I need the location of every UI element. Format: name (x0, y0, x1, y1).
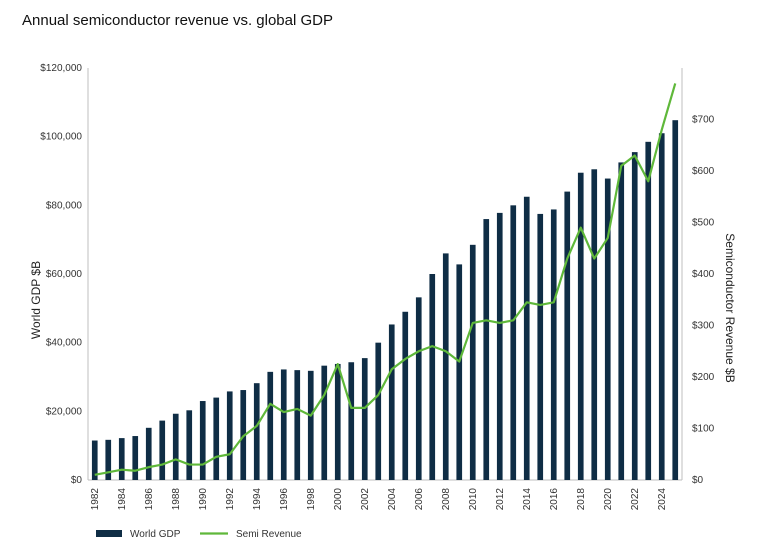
bar-world-gdp-1983 (105, 439, 112, 480)
bar-world-gdp-2015 (537, 213, 544, 481)
x-tick-label: 1982 (90, 488, 101, 511)
bar-world-gdp-1982 (91, 440, 98, 480)
legend-label-world-gdp: World GDP (130, 529, 181, 540)
y2-tick-label: $600 (692, 166, 715, 177)
x-tick-label: 2002 (360, 488, 371, 511)
y-tick-label: $40,000 (46, 338, 83, 349)
bar-world-gdp-2003 (375, 342, 382, 480)
bar-world-gdp-1994 (253, 383, 260, 480)
y-axis-label: World GDP $B (29, 261, 43, 339)
y2-axis-label: Semiconductor Revenue $B (723, 233, 737, 382)
x-tick-label: 2024 (657, 488, 668, 511)
x-tick-label: 1986 (144, 488, 155, 511)
bar-world-gdp-1986 (145, 427, 152, 480)
page-title: Annual semiconductor revenue vs. global … (22, 12, 334, 29)
bar-world-gdp-2008 (442, 253, 449, 480)
x-tick-label: 2012 (495, 488, 506, 511)
y-tick-label: $60,000 (46, 269, 83, 280)
bar-world-gdp-2021 (618, 162, 625, 481)
bar-world-gdp-2004 (388, 324, 395, 480)
y2-tick-label: $0 (692, 475, 704, 486)
y-tick-label: $20,000 (46, 406, 83, 417)
x-tick-label: 2004 (387, 488, 398, 511)
bar-world-gdp-1989 (186, 410, 193, 480)
bar-world-gdp-2006 (415, 297, 422, 480)
bar-world-gdp-2000 (334, 363, 341, 480)
x-tick-label: 2000 (333, 488, 344, 511)
y-tick-label: $80,000 (46, 200, 83, 211)
x-tick-label: 1988 (171, 488, 182, 511)
x-tick-label: 1994 (252, 488, 263, 511)
bar-world-gdp-2002 (361, 358, 368, 480)
bar-world-gdp-2020 (604, 178, 611, 481)
x-tick-label: 1998 (306, 488, 317, 511)
bar-world-gdp-2010 (469, 244, 476, 480)
bar-world-gdp-1997 (294, 370, 301, 480)
x-tick-label: 1990 (198, 488, 209, 511)
bar-world-gdp-1984 (118, 438, 125, 480)
bar-world-gdp-2022 (631, 152, 638, 480)
x-tick-label: 2016 (549, 488, 560, 511)
bar-world-gdp-2016 (550, 209, 557, 480)
legend: World GDP Semi Revenue (96, 529, 302, 540)
x-tick-label: 2022 (630, 488, 641, 511)
y2-tick-label: $500 (692, 218, 715, 229)
y2-tick-label: $700 (692, 115, 715, 126)
bar-world-gdp-2011 (483, 219, 490, 480)
semi-revenue-line-group (94, 83, 677, 476)
bar-world-gdp-2024 (658, 133, 665, 481)
x-tick-label: 1992 (225, 488, 236, 511)
tick-labels: $0 $20,000 $40,000 $60,000 $80,000 $100,000 $1… (40, 63, 714, 510)
bar-world-gdp-1990 (199, 401, 206, 480)
x-tick-label: 2014 (522, 488, 533, 511)
bar-world-gdp-2013 (510, 205, 517, 480)
bar-world-gdp-2017 (564, 191, 571, 480)
legend-swatch-world-gdp (96, 530, 122, 537)
bar-world-gdp-2009 (456, 264, 463, 480)
y-tick-label: $100,000 (40, 132, 82, 143)
bar-world-gdp-1992 (226, 391, 233, 480)
bar-world-gdp-1985 (132, 436, 139, 480)
y2-tick-label: $100 (692, 424, 715, 435)
semi-revenue-line (94, 83, 677, 476)
x-tick-label: 2010 (468, 488, 479, 511)
bar-world-gdp-2005 (402, 311, 409, 480)
bar-world-gdp-1996 (280, 369, 287, 480)
x-tick-label: 2008 (441, 488, 452, 511)
x-tick-label: 2006 (414, 488, 425, 511)
bar-world-gdp-2018 (577, 172, 584, 480)
y2-tick-label: $400 (692, 269, 715, 280)
bar-world-gdp-1995 (267, 371, 274, 480)
y2-tick-label: $300 (692, 321, 715, 332)
bar-world-gdp-2007 (429, 274, 436, 480)
bar-world-gdp-2025 (672, 120, 679, 480)
bar-world-gdp-1998 (307, 370, 314, 480)
x-tick-label: 2020 (603, 488, 614, 511)
bar-world-gdp-2012 (496, 212, 503, 480)
y-tick-label: $0 (71, 475, 83, 486)
bar-world-gdp-2019 (591, 169, 598, 480)
bar-world-gdp-1988 (172, 413, 179, 480)
legend-label-semi-revenue: Semi Revenue (236, 529, 302, 540)
x-tick-label: 2018 (576, 488, 587, 511)
bar-world-gdp-1987 (159, 420, 166, 480)
y-tick-label: $120,000 (40, 63, 82, 74)
x-tick-label: 1996 (279, 488, 290, 511)
x-tick-label: 1984 (117, 488, 128, 511)
bar-world-gdp-2023 (645, 141, 652, 480)
bar-world-gdp-2001 (348, 362, 355, 480)
gdp-bars (91, 120, 679, 481)
bar-world-gdp-1991 (213, 397, 220, 480)
bar-world-gdp-2014 (523, 196, 530, 480)
bar-world-gdp-1999 (321, 365, 328, 480)
y2-tick-label: $200 (692, 372, 715, 383)
